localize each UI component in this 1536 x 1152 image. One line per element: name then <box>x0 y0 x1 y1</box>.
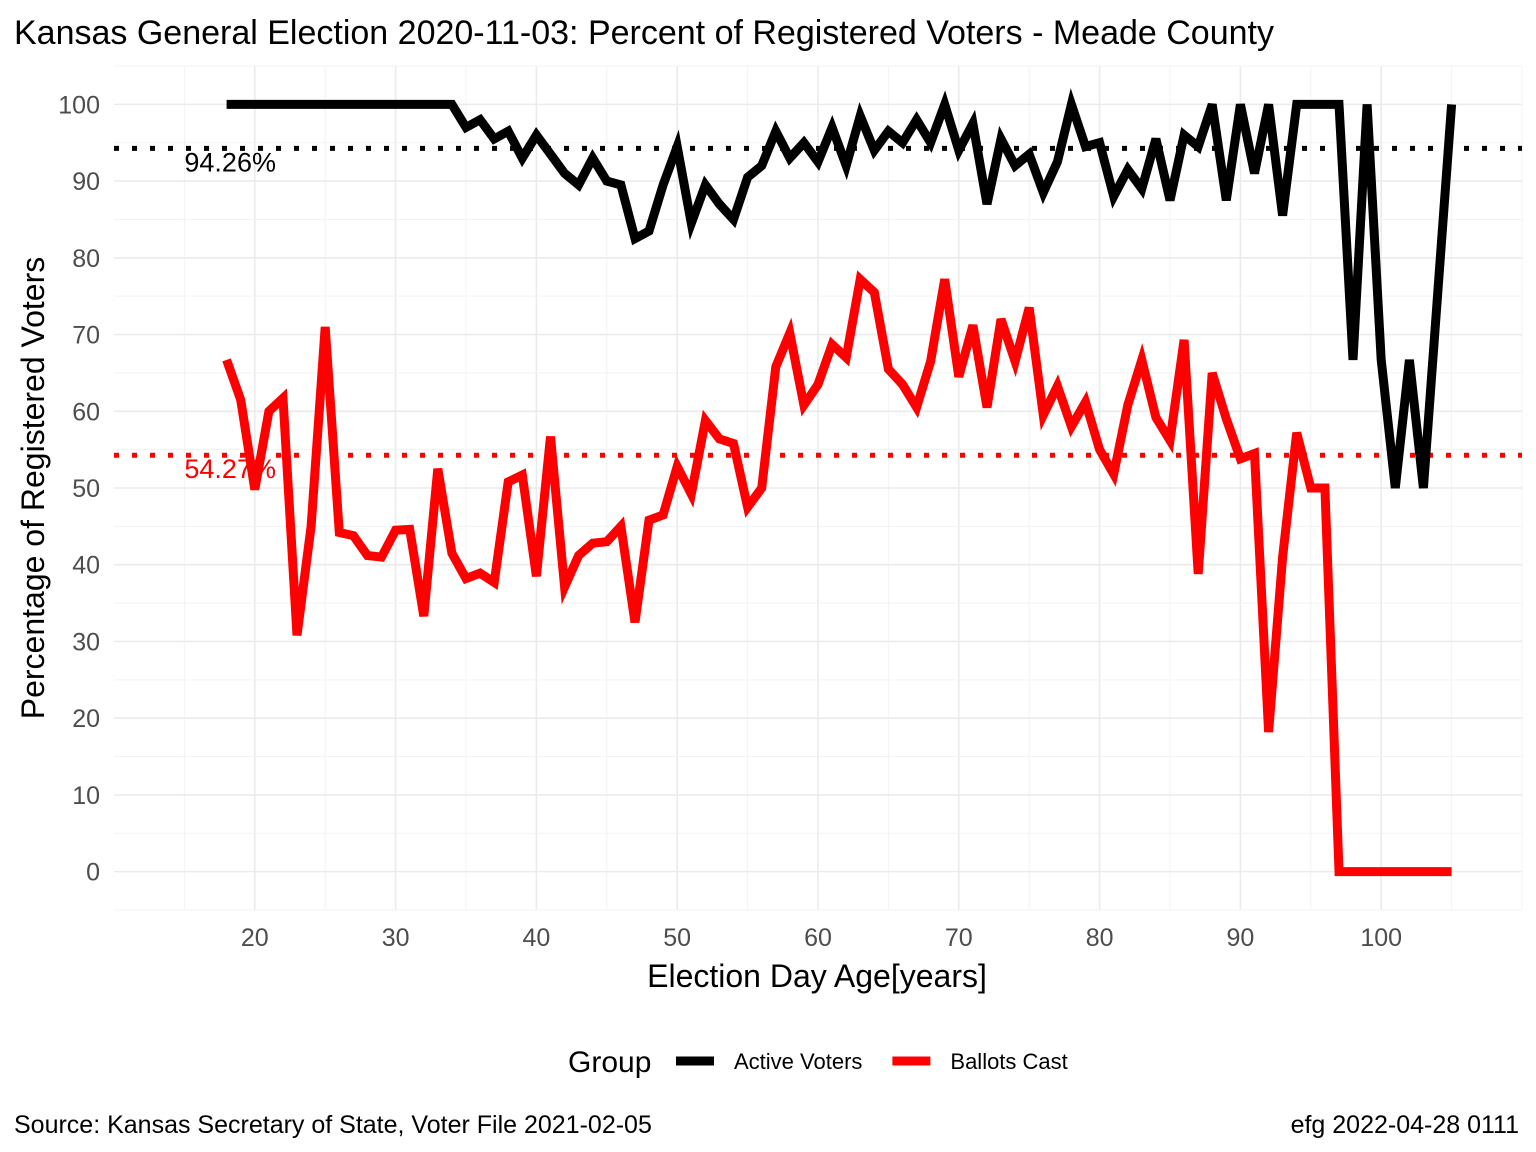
series-line <box>222 270 1452 877</box>
x-tick-label: 60 <box>804 924 832 952</box>
chart-title: Kansas General Election 2020-11-03: Perc… <box>14 14 1274 52</box>
y-axis-label: Percentage of Registered Voters <box>15 257 51 720</box>
x-tick-label: 40 <box>522 924 550 952</box>
data-series <box>222 88 1457 877</box>
x-tick-label: 20 <box>241 924 269 952</box>
y-tick-label: 70 <box>72 322 100 350</box>
y-tick-label: 30 <box>72 628 100 656</box>
y-tick-label: 10 <box>72 782 100 810</box>
y-tick-label: 80 <box>72 245 100 273</box>
y-tick-label: 40 <box>72 552 100 580</box>
x-tick-label: 90 <box>1226 924 1254 952</box>
x-tick-labels: 20 30 40 50 60 70 80 90 100 <box>241 924 1402 952</box>
series-line <box>226 88 1457 489</box>
legend-title: Group <box>568 1046 651 1079</box>
footer-source: Source: Kansas Secretary of State, Voter… <box>14 1111 652 1139</box>
x-tick-label: 100 <box>1360 924 1402 952</box>
y-tick-label: 20 <box>72 705 100 733</box>
y-tick-labels: 0 10 20 30 40 50 60 70 80 90 100 <box>58 91 100 886</box>
x-tick-label: 50 <box>663 924 691 952</box>
x-tick-label: 70 <box>945 924 973 952</box>
footer-credit: efg 2022-04-28 0111 <box>1291 1111 1519 1139</box>
legend-label: Ballots Cast <box>950 1049 1067 1074</box>
y-tick-label: 0 <box>86 859 100 887</box>
legend: Group Active Voters Ballots Cast <box>568 1046 1068 1079</box>
reference-line-label: 94.26% <box>184 147 276 177</box>
y-tick-label: 50 <box>72 475 100 503</box>
x-axis-label: Election Day Age[years] <box>647 958 987 994</box>
y-tick-label: 60 <box>72 398 100 426</box>
legend-label: Active Voters <box>734 1049 862 1074</box>
y-tick-label: 90 <box>72 168 100 196</box>
gridlines <box>114 65 1523 911</box>
x-tick-label: 30 <box>382 924 410 952</box>
x-tick-label: 80 <box>1086 924 1114 952</box>
y-tick-label: 100 <box>58 91 100 119</box>
